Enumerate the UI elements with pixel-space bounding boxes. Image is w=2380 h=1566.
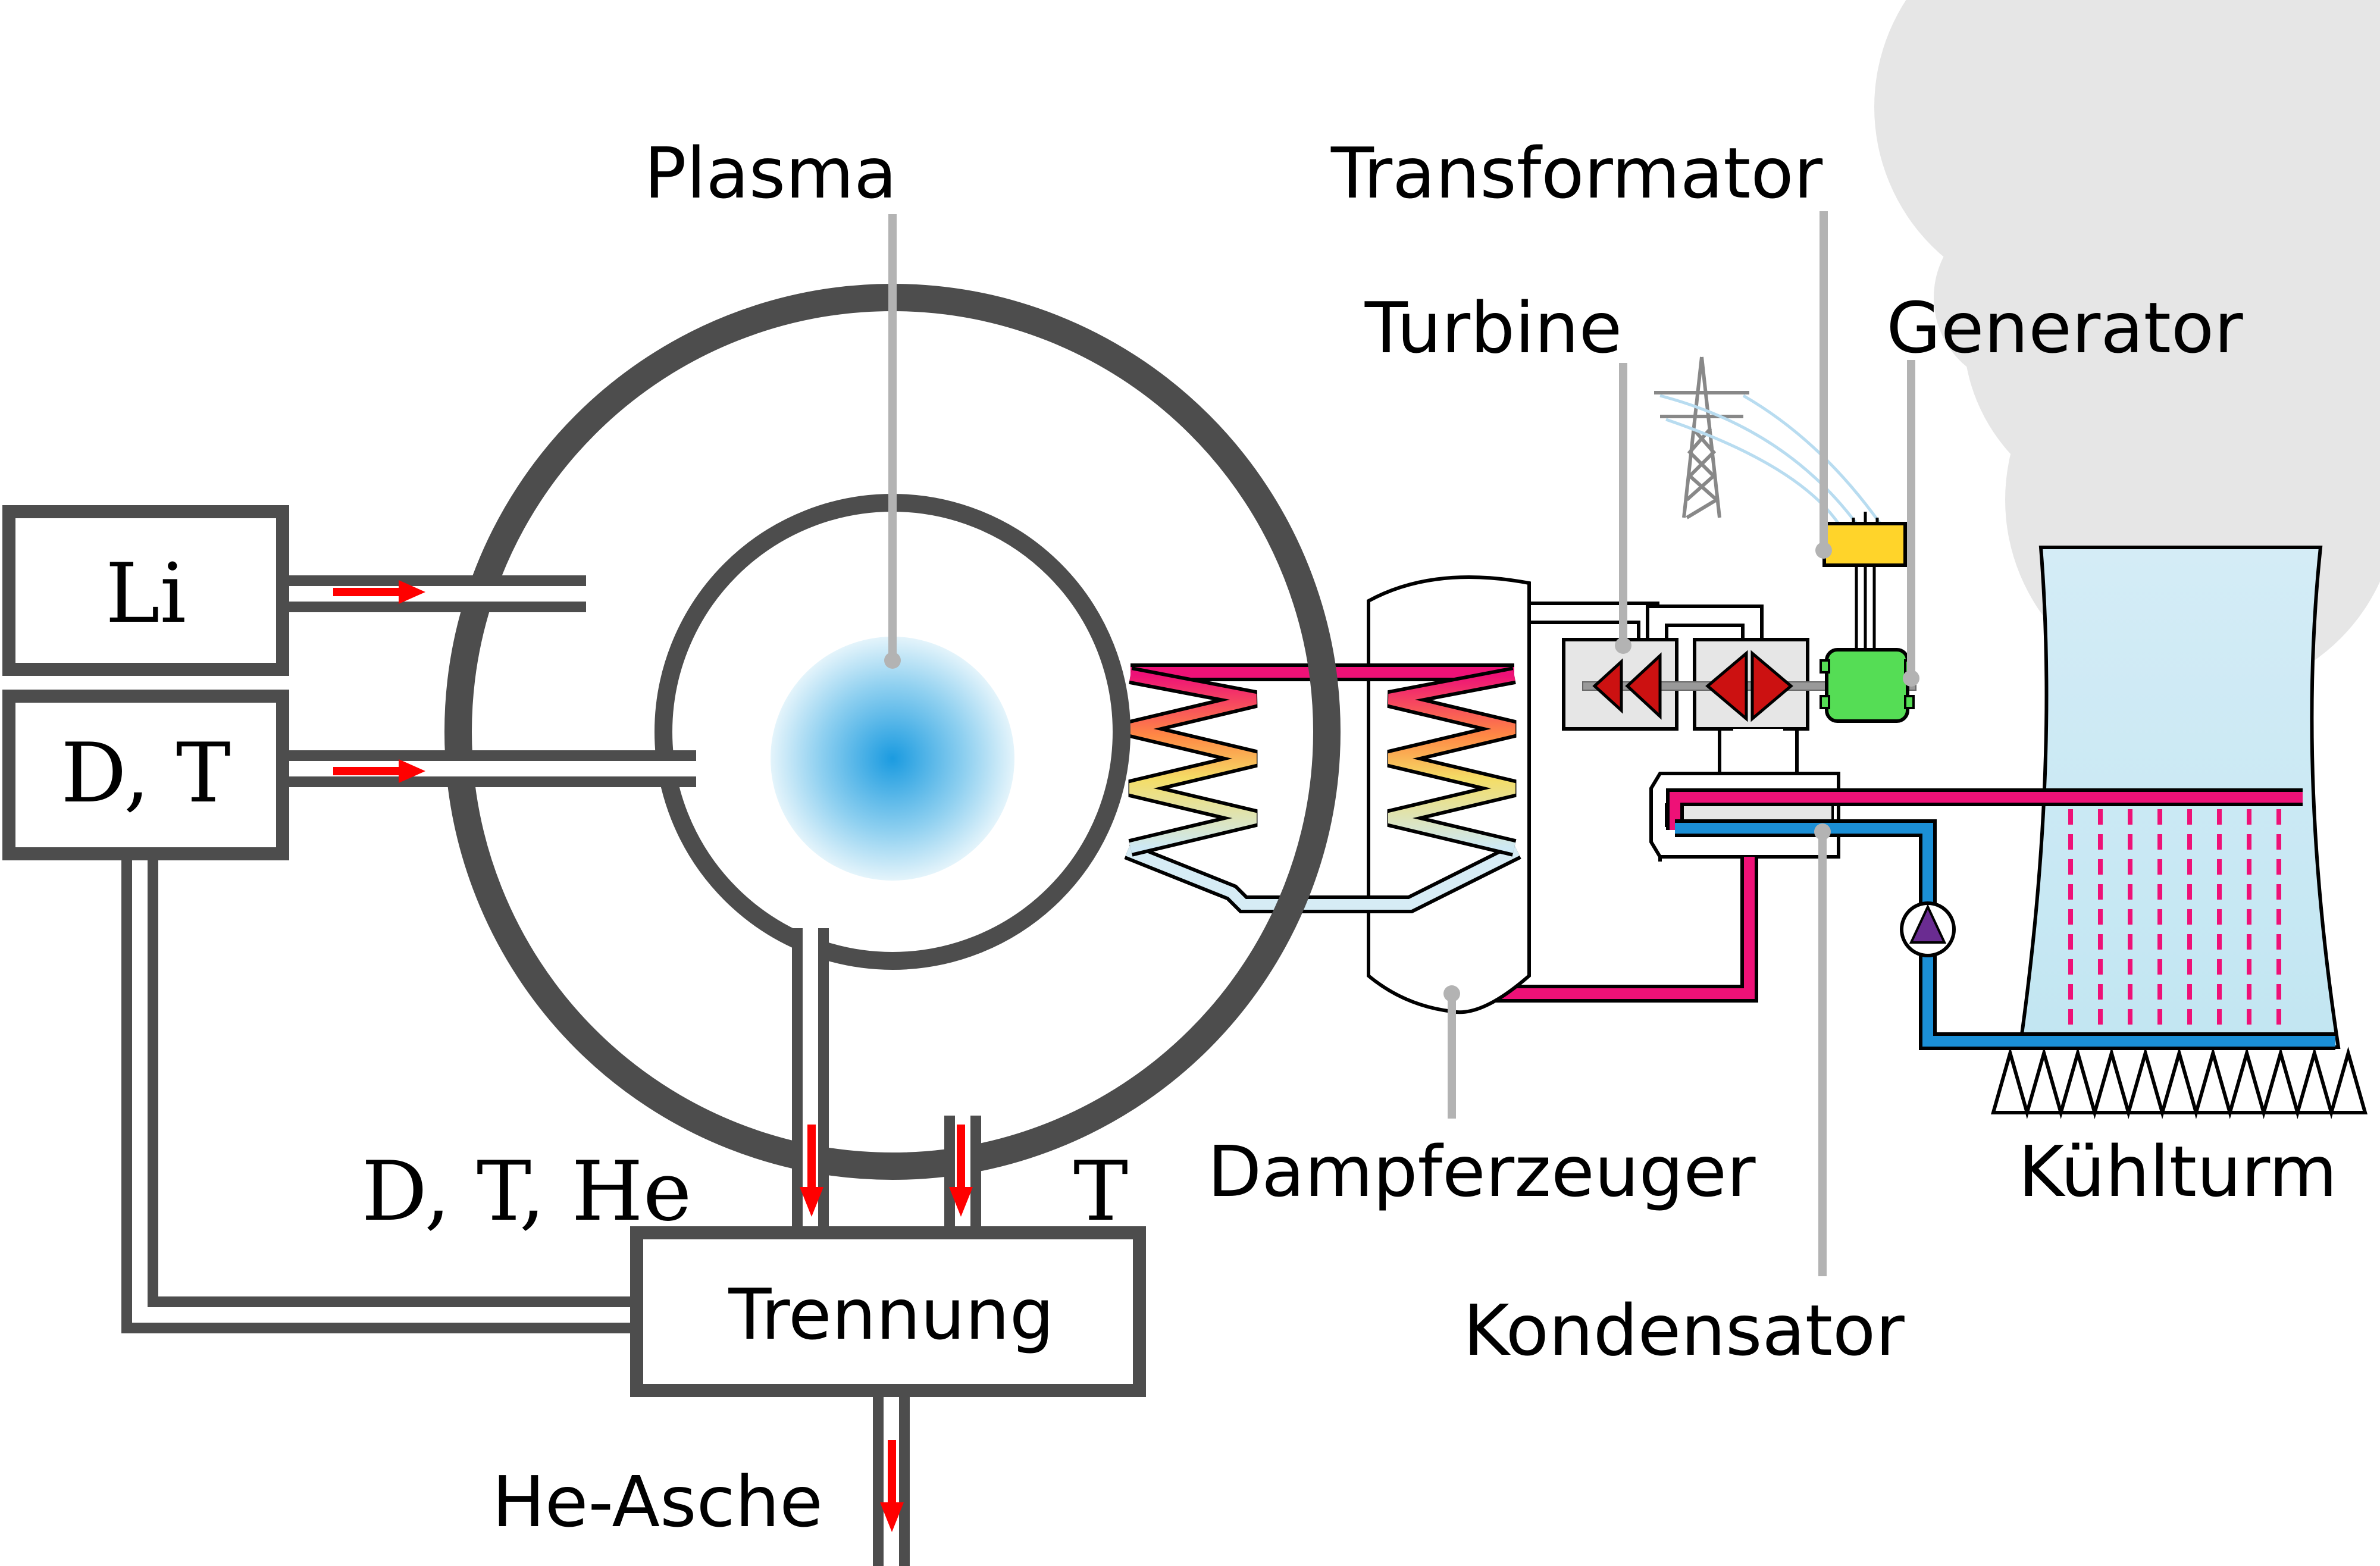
label-plasma: Plasma bbox=[644, 132, 897, 214]
cooling-tower-spray bbox=[2068, 809, 2281, 1035]
arrow-down-icon bbox=[880, 1440, 904, 1532]
trennung-box bbox=[630, 1226, 1146, 1397]
power-pylon-icon bbox=[1654, 356, 1749, 519]
pump-icon bbox=[1900, 901, 1956, 957]
leader-lines bbox=[884, 211, 1919, 1276]
cooling-tower-legs bbox=[1991, 1047, 2368, 1119]
arrow-down-icon bbox=[800, 1125, 823, 1217]
label-turbine: Turbine bbox=[1364, 287, 1623, 369]
reactor-heat-coil bbox=[1128, 666, 1258, 857]
flow-arrows bbox=[333, 580, 973, 1532]
recycle-pipe bbox=[121, 833, 646, 1333]
condensate-line bbox=[1476, 857, 1758, 1003]
label-kuehlturm: Kühlturm bbox=[2018, 1130, 2337, 1213]
li-box bbox=[2, 505, 289, 676]
turbine-block bbox=[1529, 602, 1916, 778]
label-dampferzeuger: Dampferzeuger bbox=[1207, 1130, 1755, 1213]
turbine-blades-icon bbox=[1592, 650, 1793, 722]
label-kondensator: Kondensator bbox=[1463, 1289, 1905, 1371]
hot-water-line bbox=[1666, 788, 2303, 830]
label-trennung: Trennung bbox=[728, 1273, 1054, 1355]
label-he-asche: He-Asche bbox=[492, 1461, 823, 1543]
dt-box bbox=[2, 690, 289, 860]
arrow-right-icon bbox=[333, 759, 425, 783]
label-t: T bbox=[1073, 1144, 1128, 1239]
arrow-down-icon bbox=[949, 1125, 973, 1217]
label-generator: Generator bbox=[1886, 287, 2243, 369]
generator-icon bbox=[1820, 648, 1915, 723]
label-li: Li bbox=[105, 546, 186, 641]
arrow-right-icon bbox=[333, 580, 425, 604]
steam-generator-coil bbox=[1387, 666, 1517, 857]
transformer bbox=[1822, 512, 1907, 649]
label-transformator: Transformator bbox=[1330, 132, 1823, 214]
cooling-tower bbox=[1991, 546, 2368, 1119]
label-dt: D, T bbox=[61, 725, 231, 821]
label-dthe: D, T, He bbox=[362, 1144, 692, 1239]
plasma-core bbox=[771, 637, 1014, 881]
tower-support-legs bbox=[1991, 1047, 2368, 1119]
